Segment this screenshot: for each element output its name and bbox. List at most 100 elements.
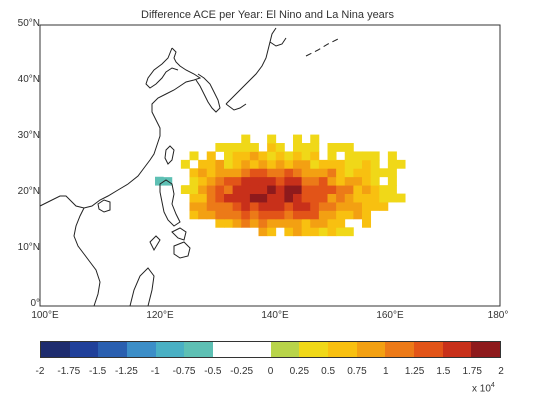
grid-cell [267,227,277,237]
grid-cell [275,151,285,161]
grid-cell [206,210,216,220]
grid-cell [224,143,234,152]
grid-cell [215,168,225,178]
grid-cell [310,193,320,203]
grid-cell [241,210,251,220]
grid-cell [293,134,303,144]
lat-label-10: 10°N [17,242,40,253]
grid-cell [275,168,285,178]
grid-cell [258,218,268,228]
colorbar-segment [155,342,185,357]
colorbar-segment [270,342,300,357]
grid-cell [301,159,311,169]
grid-cell [327,210,337,220]
lon-label-140: 140°E [261,310,289,321]
grid-cell [353,159,363,169]
hainan-coastline [97,199,111,213]
grid-cell [293,185,303,194]
grid-cell [267,210,277,220]
colorbar-segment [69,342,99,357]
grid-cell [344,151,354,161]
grid-cell [189,151,199,161]
grid-cell [387,168,397,178]
grid-cell [224,159,234,169]
grid-cell [258,185,268,194]
grid-cell [318,176,328,186]
grid-cell [353,202,363,211]
grid-cell [318,193,328,203]
grid-cell [206,202,216,211]
grid-cell [370,185,380,194]
lon-label-120: 120°E [146,310,174,321]
grid-cell [370,193,380,203]
grid-cell [310,218,320,228]
grid-cell [215,193,225,203]
grid-cell [258,151,268,161]
grid-cell [215,159,225,169]
colorbar-tick-label: -1.25 [115,366,138,377]
colorbar-tick-label: -0.25 [230,366,254,377]
grid-cell [267,218,277,228]
grid-cell [293,151,303,161]
grid-cell [249,210,259,220]
grid-cell [370,168,380,178]
grid-cell [301,185,311,194]
grid-cell [275,176,285,186]
grid-cell [258,176,268,186]
japan-tail [305,37,341,57]
grid-cell [353,176,363,186]
grid-cell [215,176,225,186]
grid-cell [232,193,242,203]
grid-cell [293,168,303,178]
grid-cell [293,218,303,228]
grid-cell [284,227,294,237]
grid-cell [258,202,268,211]
grid-cell [301,227,311,237]
grid-cell [379,193,389,203]
luzon-coastline [159,179,181,227]
grid-cell [344,168,354,178]
grid-cell [310,134,320,144]
colorbar-tick-label: 0.25 [289,366,310,377]
grid-cell [215,218,225,228]
colorbar-segment [241,342,271,357]
grid-cell [293,159,303,169]
grid-cell [275,159,285,169]
coastlines [39,27,341,307]
grid-cell [310,227,320,237]
grid-cell [318,210,328,220]
grid-cell [301,151,311,161]
grid-cell [379,202,389,211]
grid-cell [232,143,242,152]
grid-cell [249,202,259,211]
lon-label-100: 100°E [31,310,59,321]
lat-label-40: 40°N [17,74,40,85]
grid-cell [336,168,346,178]
grid-cell [275,185,285,194]
grid-cell [310,168,320,178]
grid-cell [344,193,354,203]
grid-cell [155,176,165,186]
colorbar-tick-label: -0.5 [204,366,222,377]
grid-cell [189,202,199,211]
grid-cell [249,193,259,203]
grid-cell [336,159,346,169]
grid-cell [362,202,372,211]
colorbar-tick-label: -1.75 [57,366,81,377]
grid-cell [198,185,208,194]
colorbar-tick-label: 0 [267,366,274,377]
colorbar-segment [442,342,472,357]
grid-cell [224,168,234,178]
grid-cell [241,143,251,152]
grid-cell [344,210,354,220]
grid-cell [267,143,277,152]
grid-cell [258,193,268,203]
grid-cell [198,159,208,169]
grid-cell [198,202,208,211]
grid-cell [301,176,311,186]
grid-cell [387,193,397,203]
colorbar-segment [385,342,414,357]
grid-cell [344,227,354,237]
colorbar-segment [41,342,70,357]
